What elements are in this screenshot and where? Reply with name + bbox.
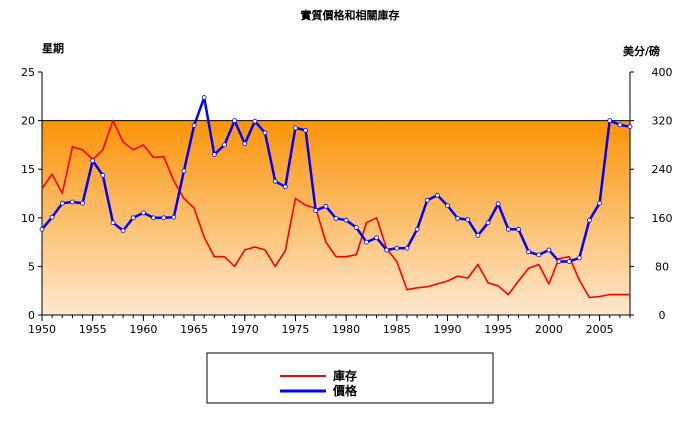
series-point-1 — [465, 217, 471, 223]
series-point-1 — [211, 152, 217, 158]
series-point-1 — [516, 226, 521, 232]
series-point-1 — [201, 95, 207, 100]
series-point-1 — [90, 158, 96, 164]
series-point-1 — [303, 127, 309, 133]
series-point-1 — [59, 200, 65, 206]
legend: 庫存 價格 — [206, 352, 494, 404]
legend-label-price: 價格 — [332, 383, 358, 398]
series-point-1 — [627, 124, 633, 130]
series-point-1 — [536, 252, 542, 258]
chart-title: 實質價格和相關庫存 — [301, 8, 400, 22]
series-point-1 — [70, 199, 75, 205]
legend-box — [206, 352, 494, 404]
series-point-1 — [505, 226, 511, 232]
series-point-1 — [80, 200, 85, 206]
series-point-1 — [566, 259, 572, 264]
left-axis-tick-label: 10 — [21, 212, 35, 225]
series-point-1 — [232, 118, 238, 123]
x-axis-tick-label: 1965 — [180, 323, 208, 336]
right-axis-tick-label: 400 — [652, 66, 673, 79]
x-axis-tick-label: 1980 — [332, 323, 360, 336]
series-point-1 — [252, 118, 258, 124]
series-point-1 — [485, 220, 491, 226]
series-point-1 — [181, 168, 187, 174]
series-point-1 — [242, 141, 248, 147]
series-line-0 — [41, 119, 630, 299]
left-axis-tick-label: 0 — [28, 309, 35, 322]
series-point-1 — [526, 249, 531, 255]
series-point-1 — [120, 228, 126, 234]
axes: 0 5 10 15 20 25 0 80 160 240 320 400 1950 1955 1960 196… — [21, 66, 673, 336]
series-layer — [39, 95, 633, 299]
x-axis-tick-label: 1955 — [79, 323, 107, 336]
series-point-1 — [607, 118, 613, 123]
series-point-1 — [617, 122, 623, 128]
series-point-1 — [353, 225, 359, 230]
left-axis-tick-label: 20 — [21, 115, 35, 128]
series-point-1 — [495, 201, 501, 207]
series-point-1 — [576, 255, 582, 261]
x-axis-tick-label: 2005 — [586, 323, 614, 336]
series-point-1 — [587, 217, 592, 223]
x-axis-tick-label: 1970 — [231, 323, 259, 336]
series-point-1 — [292, 125, 298, 131]
series-point-1 — [404, 245, 410, 251]
series-point-1 — [151, 215, 156, 221]
series-point-1 — [445, 203, 450, 209]
right-axis-tick-label: 160 — [652, 212, 673, 225]
x-axis-tick-label: 1990 — [434, 323, 462, 336]
series-point-1 — [424, 197, 430, 203]
series-point-1 — [333, 215, 339, 221]
series-point-1 — [282, 184, 288, 190]
series-point-1 — [374, 235, 380, 241]
right-axis-unit-label: 美分/磅 — [623, 44, 660, 58]
series-point-1 — [434, 192, 440, 198]
series-point-1 — [313, 208, 319, 213]
series-point-1 — [140, 210, 146, 216]
series-point-1 — [39, 226, 45, 232]
series-point-1 — [49, 214, 55, 220]
right-axis-tick-label: 80 — [655, 260, 669, 273]
series-point-1 — [110, 220, 116, 226]
series-point-1 — [343, 217, 349, 223]
series-point-1 — [597, 200, 602, 206]
left-axis-tick-label: 5 — [28, 260, 35, 273]
series-point-1 — [171, 214, 177, 220]
left-axis-tick-label: 15 — [21, 163, 35, 176]
x-axis-tick-label: 1975 — [281, 323, 309, 336]
series-point-1 — [394, 245, 400, 251]
series-point-1 — [475, 232, 481, 238]
right-axis-tick-label: 320 — [652, 115, 673, 128]
series-point-1 — [272, 178, 278, 184]
series-point-1 — [130, 215, 136, 221]
x-axis-tick-label: 1950 — [28, 323, 56, 336]
legend-label-inventory: 庫存 — [333, 368, 357, 383]
series-point-1 — [100, 172, 106, 178]
left-axis-unit-label: 星期 — [42, 41, 64, 55]
series-point-1 — [455, 215, 461, 221]
x-axis-tick-label: 1960 — [129, 323, 157, 336]
left-axis-tick-label: 25 — [21, 66, 35, 79]
series-point-1 — [363, 239, 369, 245]
x-axis-tick-label: 1995 — [484, 323, 512, 336]
series-point-1 — [546, 247, 552, 253]
series-point-1 — [222, 142, 227, 148]
series-point-1 — [556, 259, 562, 264]
series-point-1 — [414, 226, 420, 232]
right-axis-tick-label: 0 — [659, 309, 666, 322]
series-point-1 — [161, 215, 167, 221]
series-point-1 — [262, 130, 268, 136]
x-axis-tick-label: 2000 — [535, 323, 563, 336]
x-axis-tick-label: 1985 — [383, 323, 411, 336]
series-point-1 — [323, 203, 329, 209]
series-point-1 — [191, 123, 197, 128]
right-axis-tick-label: 240 — [652, 163, 673, 176]
series-point-1 — [384, 247, 390, 253]
